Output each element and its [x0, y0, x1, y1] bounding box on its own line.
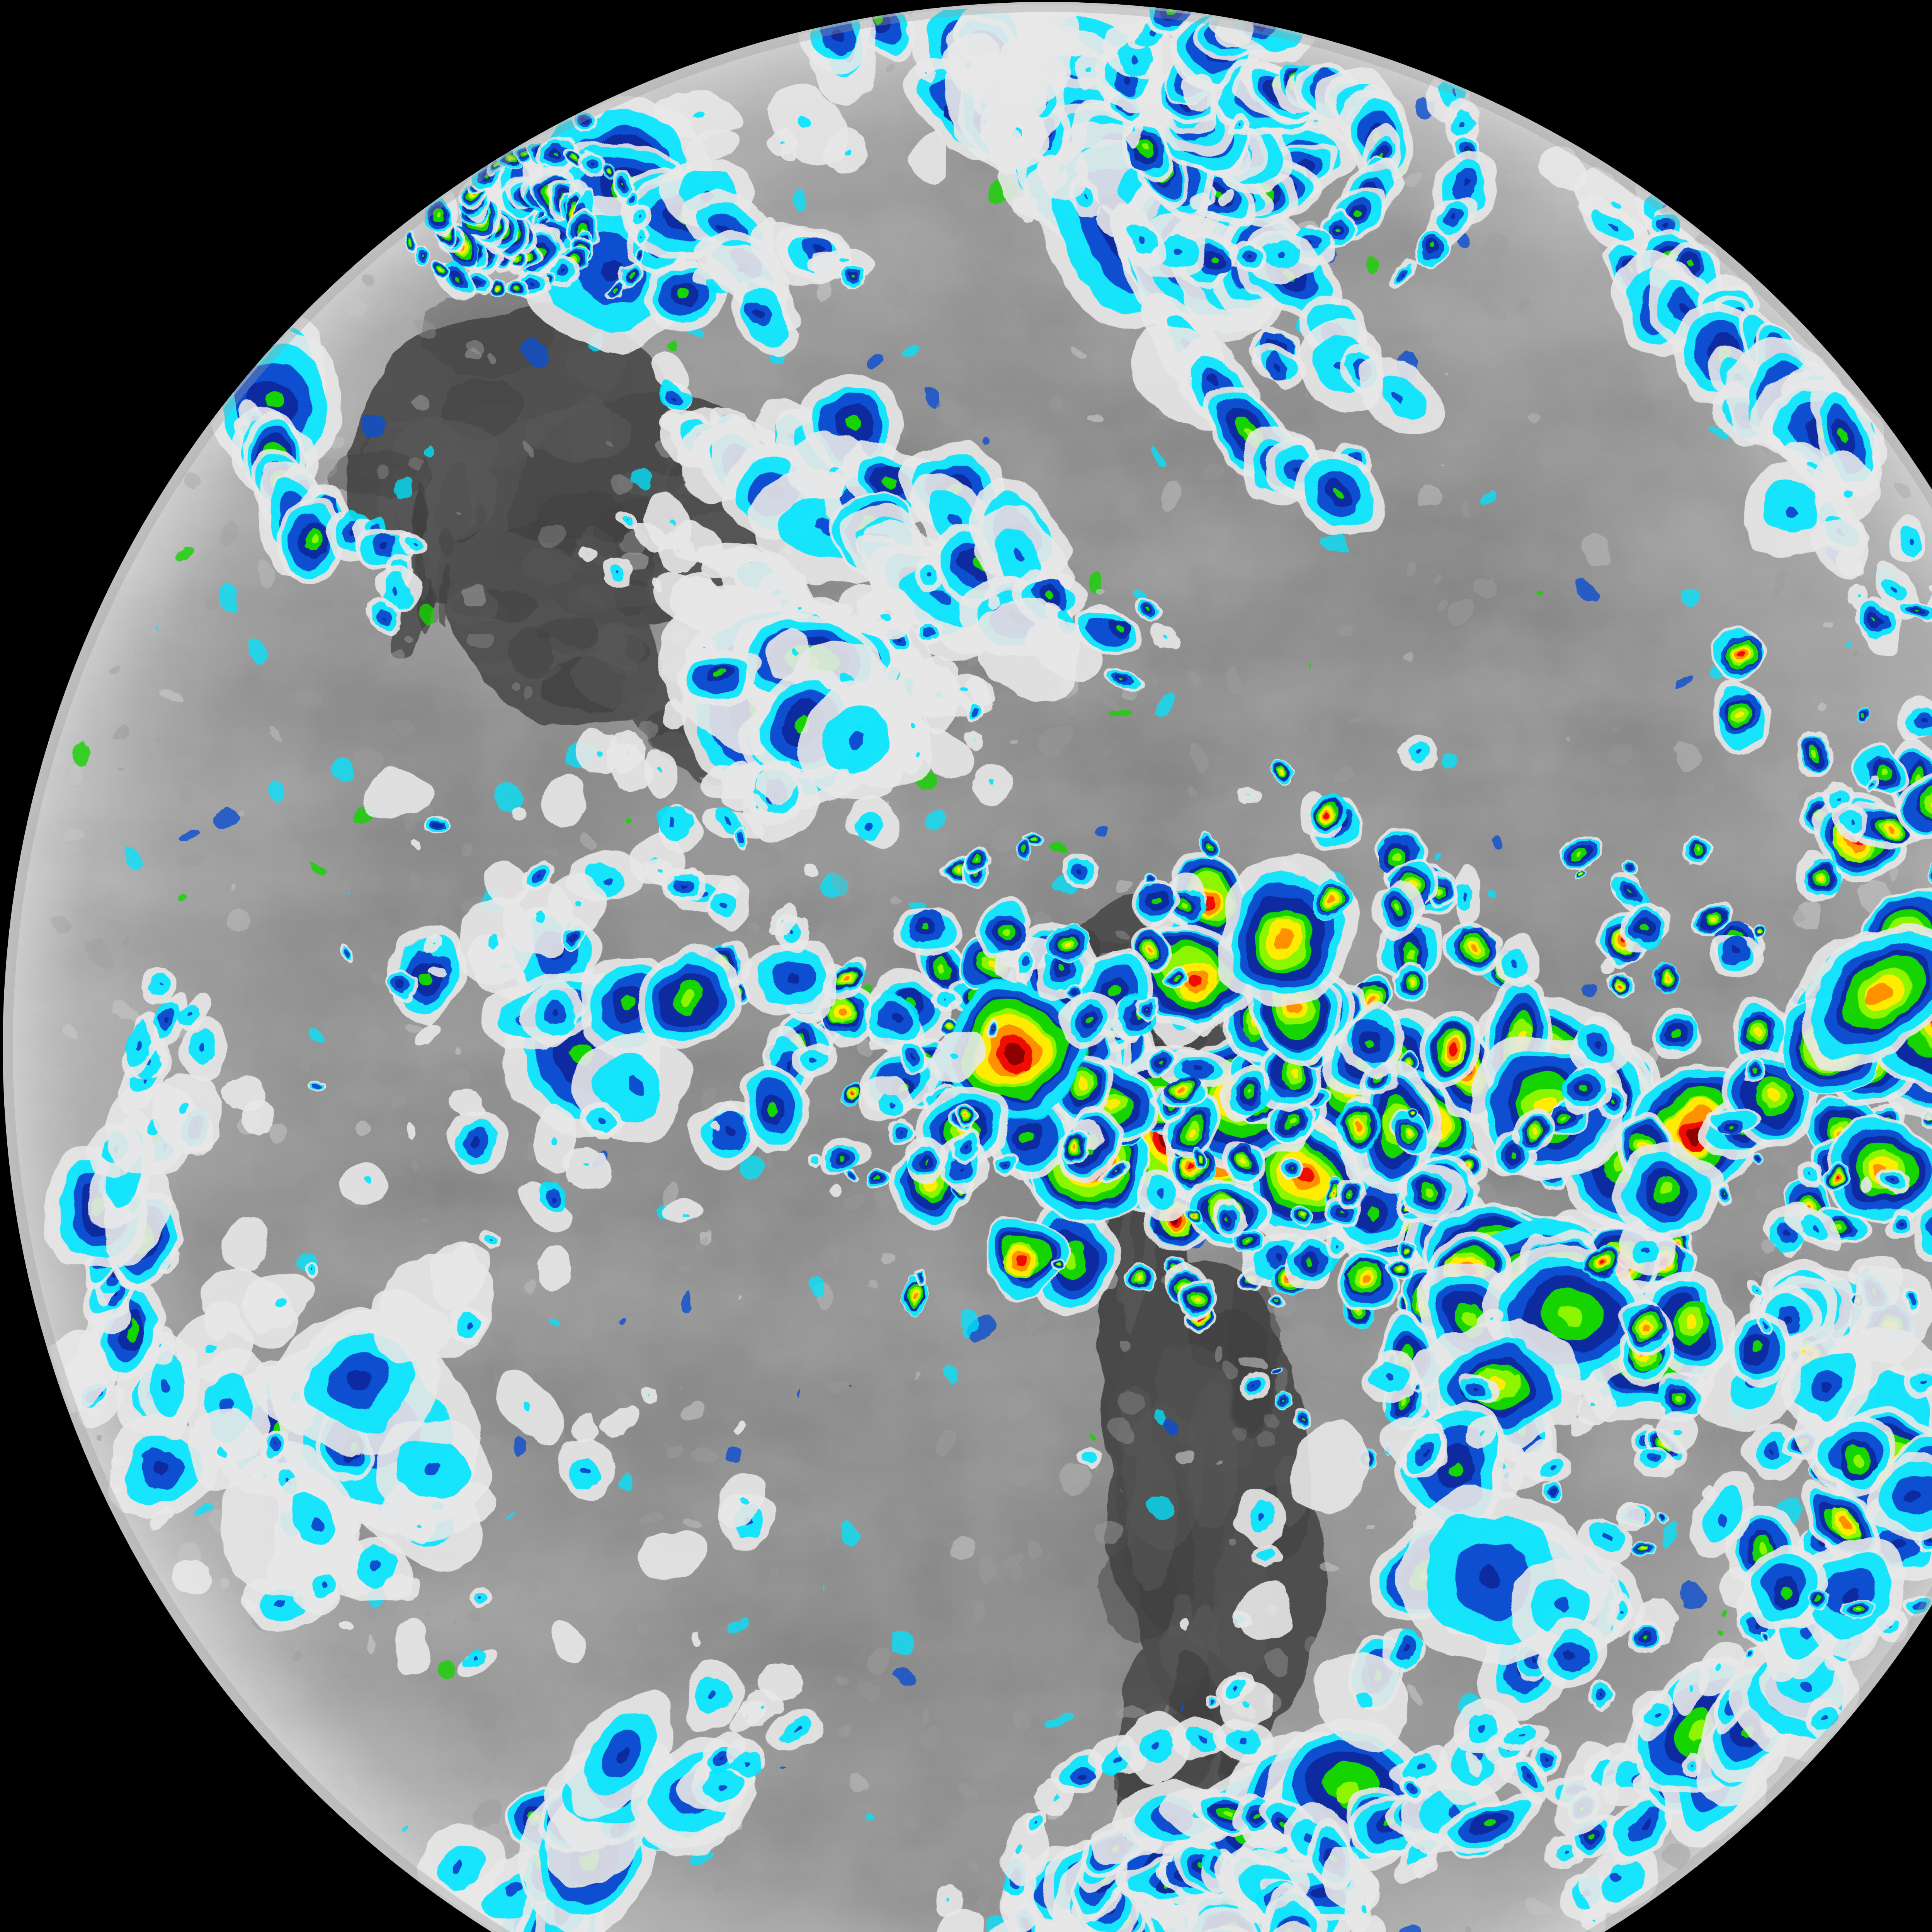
full-disk-satellite-image — [0, 0, 1932, 1932]
satellite-image-canvas — [0, 0, 1932, 1932]
